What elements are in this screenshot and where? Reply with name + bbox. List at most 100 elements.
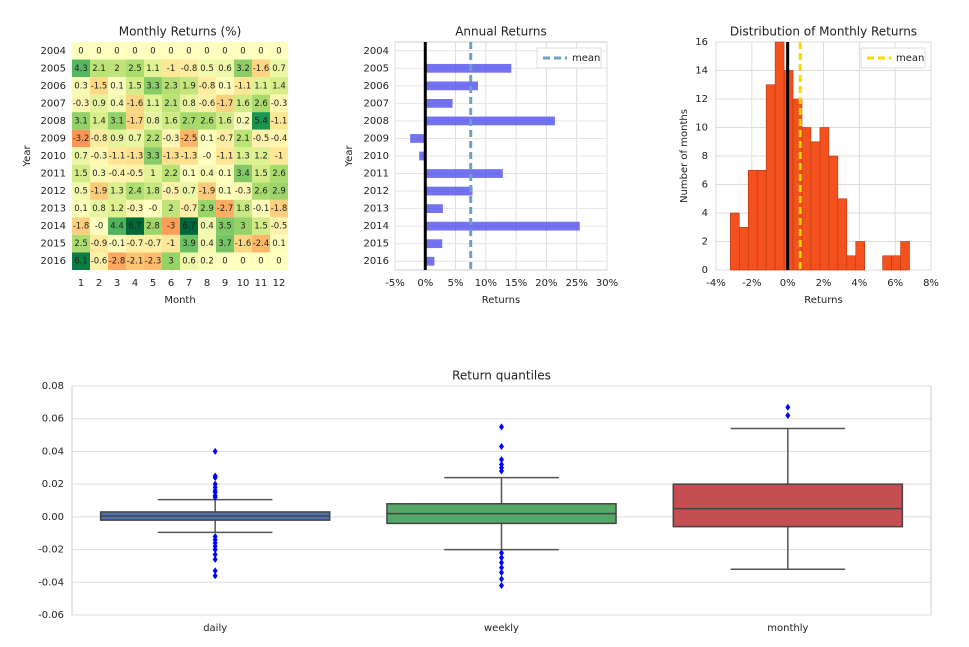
cell-label: 0	[186, 46, 191, 56]
heatmap-cell	[234, 112, 252, 130]
x-axis-label: Returns	[804, 295, 842, 306]
heatmap-cell	[216, 234, 234, 253]
cell-label: 0.2	[236, 116, 250, 126]
cell-label: 0.5	[74, 187, 88, 197]
x-tick-label: daily	[203, 623, 227, 634]
heatmap-cell	[216, 164, 234, 183]
cell-label: -2.8	[109, 257, 126, 267]
cell-label: -0.3	[163, 134, 180, 144]
cell-label: 3.7	[218, 239, 232, 249]
heatmap-cell	[144, 252, 162, 270]
y-tick-label: 2014	[41, 221, 66, 232]
legend-label: mean	[896, 53, 924, 64]
y-tick-label: 2010	[41, 151, 66, 162]
heatmap-cell	[180, 112, 198, 130]
x-axis-label: Month	[164, 295, 195, 306]
y-tick-label: 2006	[41, 81, 66, 92]
cell-label: 1.2	[254, 152, 268, 162]
flier	[212, 550, 218, 558]
cell-label: 0.1	[182, 169, 196, 179]
cell-label: 1.4	[92, 116, 106, 126]
bar	[425, 221, 580, 231]
bar	[425, 99, 453, 108]
heatmap-cell	[126, 77, 144, 95]
heatmap-cell	[162, 182, 180, 200]
bar	[419, 151, 426, 161]
cell-label: 4.4	[110, 222, 124, 232]
heatmap-cell	[162, 164, 180, 183]
x-tick-label: 2	[96, 278, 102, 289]
cell-label: -0.6	[199, 99, 216, 109]
cell-label: -0.3	[271, 99, 288, 109]
chart-title: Return quantiles	[452, 369, 551, 383]
heatmap-cell	[252, 112, 270, 130]
cell-label: 4.3	[74, 64, 88, 74]
cell-label: 1.4	[272, 81, 286, 91]
heatmap-cell	[126, 234, 144, 253]
cell-label: 2.2	[146, 134, 160, 144]
heatmap-cell	[126, 147, 144, 165]
flier	[212, 474, 218, 482]
x-tick-label: 9	[222, 278, 228, 289]
histogram-bar	[774, 41, 785, 271]
bar	[425, 169, 503, 178]
cell-label: 3.2	[236, 64, 250, 74]
heatmap-cell	[72, 77, 90, 95]
cell-label: -1.8	[73, 222, 90, 232]
heatmap-cell	[144, 182, 162, 200]
cell-label: -1	[167, 64, 175, 74]
cell-label: 0	[150, 46, 155, 56]
cell-label: 2.2	[164, 169, 178, 179]
heatmap-cell	[198, 112, 216, 130]
heatmap-cell	[198, 252, 216, 270]
heatmap-cell	[216, 199, 234, 218]
x-tick-label: 10	[237, 278, 250, 289]
x-tick-label: 4%	[851, 278, 867, 289]
y-tick-label: 2014	[364, 221, 389, 232]
x-tick-label: -2%	[742, 278, 761, 289]
heatmap-cell	[126, 252, 144, 270]
heatmap-cell	[108, 129, 126, 148]
heatmap-cell	[162, 199, 180, 218]
x-tick-label: -5%	[385, 278, 404, 289]
cell-label: -0	[95, 222, 103, 232]
x-tick-label: 0%	[417, 278, 433, 289]
y-tick-label: 2011	[41, 169, 66, 180]
cell-label: 6.7	[128, 222, 142, 232]
flier	[499, 575, 504, 583]
cell-label: 0.8	[182, 99, 196, 109]
heatmap-cell	[270, 252, 288, 270]
heatmap-cell	[162, 147, 180, 165]
heatmap-cell	[144, 94, 162, 113]
heatmap-cell	[216, 94, 234, 113]
heatmap-cell	[216, 112, 234, 130]
cell-label: -0.3	[91, 152, 108, 162]
heatmap-cell	[252, 164, 270, 183]
x-tick-label: 6	[168, 278, 174, 289]
heatmap-cell	[216, 77, 234, 95]
heatmap-cell	[72, 129, 90, 148]
x-tick-label: 8%	[923, 278, 939, 289]
flier	[212, 555, 218, 563]
heatmap-cell	[252, 129, 270, 148]
heatmap-cell	[252, 199, 270, 218]
cell-label: -1.3	[181, 152, 198, 162]
heatmap-cell	[270, 182, 288, 200]
y-tick-label: 2	[702, 237, 708, 248]
cell-label: 2.1	[92, 64, 106, 74]
heatmap-cell	[180, 42, 198, 60]
heatmap-cell	[162, 234, 180, 253]
x-tick-label: 7	[186, 278, 192, 289]
cell-label: -3	[167, 222, 175, 232]
cell-label: 3.9	[182, 239, 196, 249]
cell-label: 0	[222, 257, 227, 267]
histogram-bar	[819, 127, 830, 271]
x-tick-label: 11	[255, 278, 268, 289]
heatmap-cell	[72, 252, 90, 270]
heatmap-cell	[72, 94, 90, 113]
cell-label: -1.1	[109, 152, 126, 162]
cell-label: -0.8	[91, 134, 108, 144]
y-tick-label: 2004	[364, 46, 389, 57]
cell-label: -0.7	[181, 204, 198, 214]
cell-label: 2.9	[272, 187, 286, 197]
